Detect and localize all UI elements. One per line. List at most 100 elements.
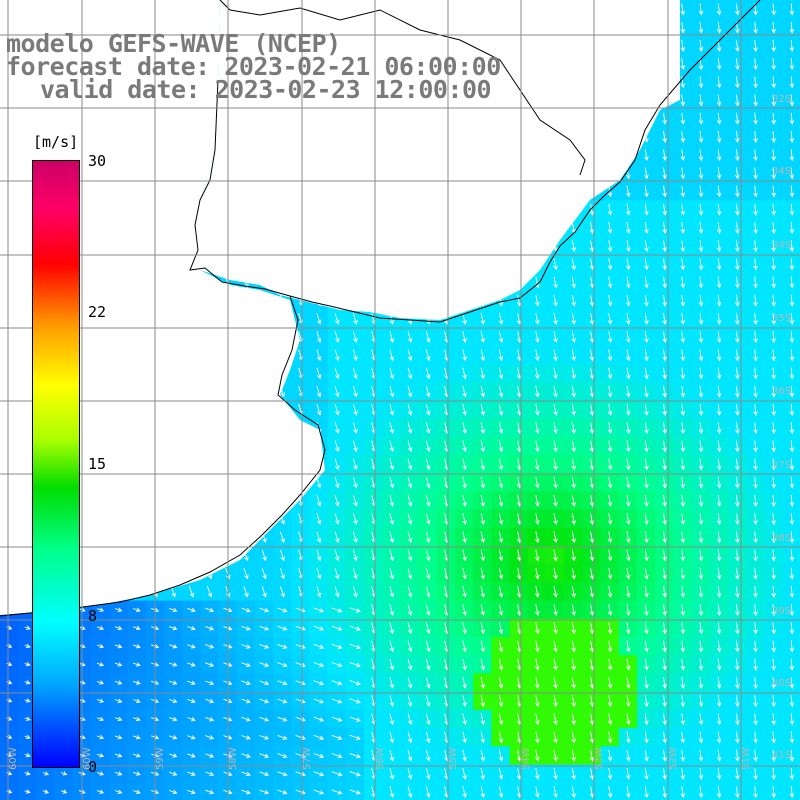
wind-vector-arrow [205,662,215,667]
wind-vector-arrow [735,695,740,708]
wind-vector-arrow [698,367,704,380]
wind-vector-arrow [334,567,340,580]
wind-vector-arrow [735,185,740,198]
wind-vector-arrow [462,567,467,580]
wind-vector-arrow [425,422,431,434]
wind-vector-arrow [425,677,431,689]
wind-vector-arrow [607,476,613,489]
wind-vector-arrow [625,695,631,708]
field-cell [254,782,274,800]
wind-vector-arrow [716,440,722,453]
wind-vector-arrow [114,607,123,612]
field-cell [291,782,310,800]
wind-vector-arrow [352,513,358,525]
wind-vector-arrow [407,658,413,671]
wind-vector-arrow [716,749,722,762]
wind-vector-arrow [644,149,649,162]
wind-vector-arrow [644,567,649,580]
wind-vector-arrow [716,731,722,744]
wind-vector-arrow [680,240,686,253]
wind-vector-arrow [571,658,577,671]
wind-vector-arrow [352,495,358,507]
wind-vector-arrow [462,349,467,362]
wind-vector-arrow [589,349,595,362]
wind-vector-arrow [771,258,777,271]
wind-vector-arrow [241,662,251,667]
wind-vector-arrow [716,422,722,435]
wind-vector-arrow [753,658,758,671]
wind-vector-arrow [735,112,740,125]
wind-vector-arrow [589,604,595,617]
valid-date: valid date: 2023-02-23 12:00:00 [40,75,492,104]
wind-vector-arrow [789,221,795,234]
wind-vector-arrow [662,731,667,744]
wind-vector-arrow [498,549,504,562]
wind-vector-arrow [535,622,540,635]
wind-vector-arrow [607,622,613,635]
wind-vector-arrow [316,549,322,562]
wind-vector-arrow [535,549,540,562]
wind-vector-arrow [535,604,540,617]
wind-vector-arrow [753,749,758,762]
wind-vector-arrow [498,476,504,489]
wind-vector-arrow [771,276,777,289]
field-cell [273,782,292,800]
wind-vector-arrow [753,494,758,507]
wind-vector-arrow [662,131,667,143]
wind-vector-arrow [589,240,595,253]
lat-label: 34S [772,166,792,177]
wind-vector-arrow [680,349,686,362]
wind-vector-arrow [187,717,196,722]
wind-vector-arrow [716,21,722,34]
wind-vector-arrow [277,680,288,686]
wind-vector-arrow [589,713,595,726]
wind-vector-arrow [753,604,758,617]
wind-vector-arrow [716,76,722,89]
wind-vector-arrow [331,789,343,795]
wind-vector-arrow [334,586,340,598]
wind-vector-arrow [498,422,504,435]
wind-vector-arrow [169,716,178,722]
wind-vector-arrow [589,658,595,671]
wind-vector-arrow [425,731,431,744]
wind-vector-arrow [571,276,577,289]
wind-vector-arrow [241,771,251,777]
wind-vector-arrow [735,549,740,562]
wind-vector-arrow [407,586,413,598]
wind-vector-arrow [407,749,413,762]
wind-vector-arrow [187,735,196,740]
wind-vector-arrow [789,258,795,271]
wind-vector-arrow [535,458,540,471]
wind-vector-arrow [680,21,686,34]
wind-vector-arrow [553,513,558,526]
wind-vector-arrow [680,167,686,180]
wind-vector-arrow [553,604,558,617]
wind-vector-arrow [625,440,631,453]
wind-vector-arrow [680,385,686,398]
wind-vector-arrow [589,294,595,307]
wind-vector-arrow [480,531,486,544]
colorbar-tick-30: 30 [88,152,107,170]
wind-vector-arrow [644,349,649,362]
wind-vector-arrow [753,58,758,71]
wind-vector-arrow [241,625,251,631]
wind-vector-arrow [313,753,325,759]
wind-vector-arrow [789,3,795,16]
wind-vector-arrow [589,222,595,234]
wind-vector-arrow [389,786,395,798]
wind-vector-arrow [753,385,758,398]
lon-label: 55W [448,747,459,770]
wind-vector-arrow [553,549,558,562]
wind-vector-arrow [771,695,777,708]
wind-vector-arrow [259,753,270,758]
wind-vector-arrow [241,698,251,704]
wind-vector-arrow [625,367,631,380]
wind-vector-arrow [716,640,722,653]
wind-vector-arrow [662,567,667,580]
wind-vector-arrow [24,752,31,758]
wind-vector-arrow [716,221,722,234]
wind-vector-arrow [96,698,105,703]
wind-vector-arrow [132,680,141,685]
wind-vector-arrow [625,677,631,689]
